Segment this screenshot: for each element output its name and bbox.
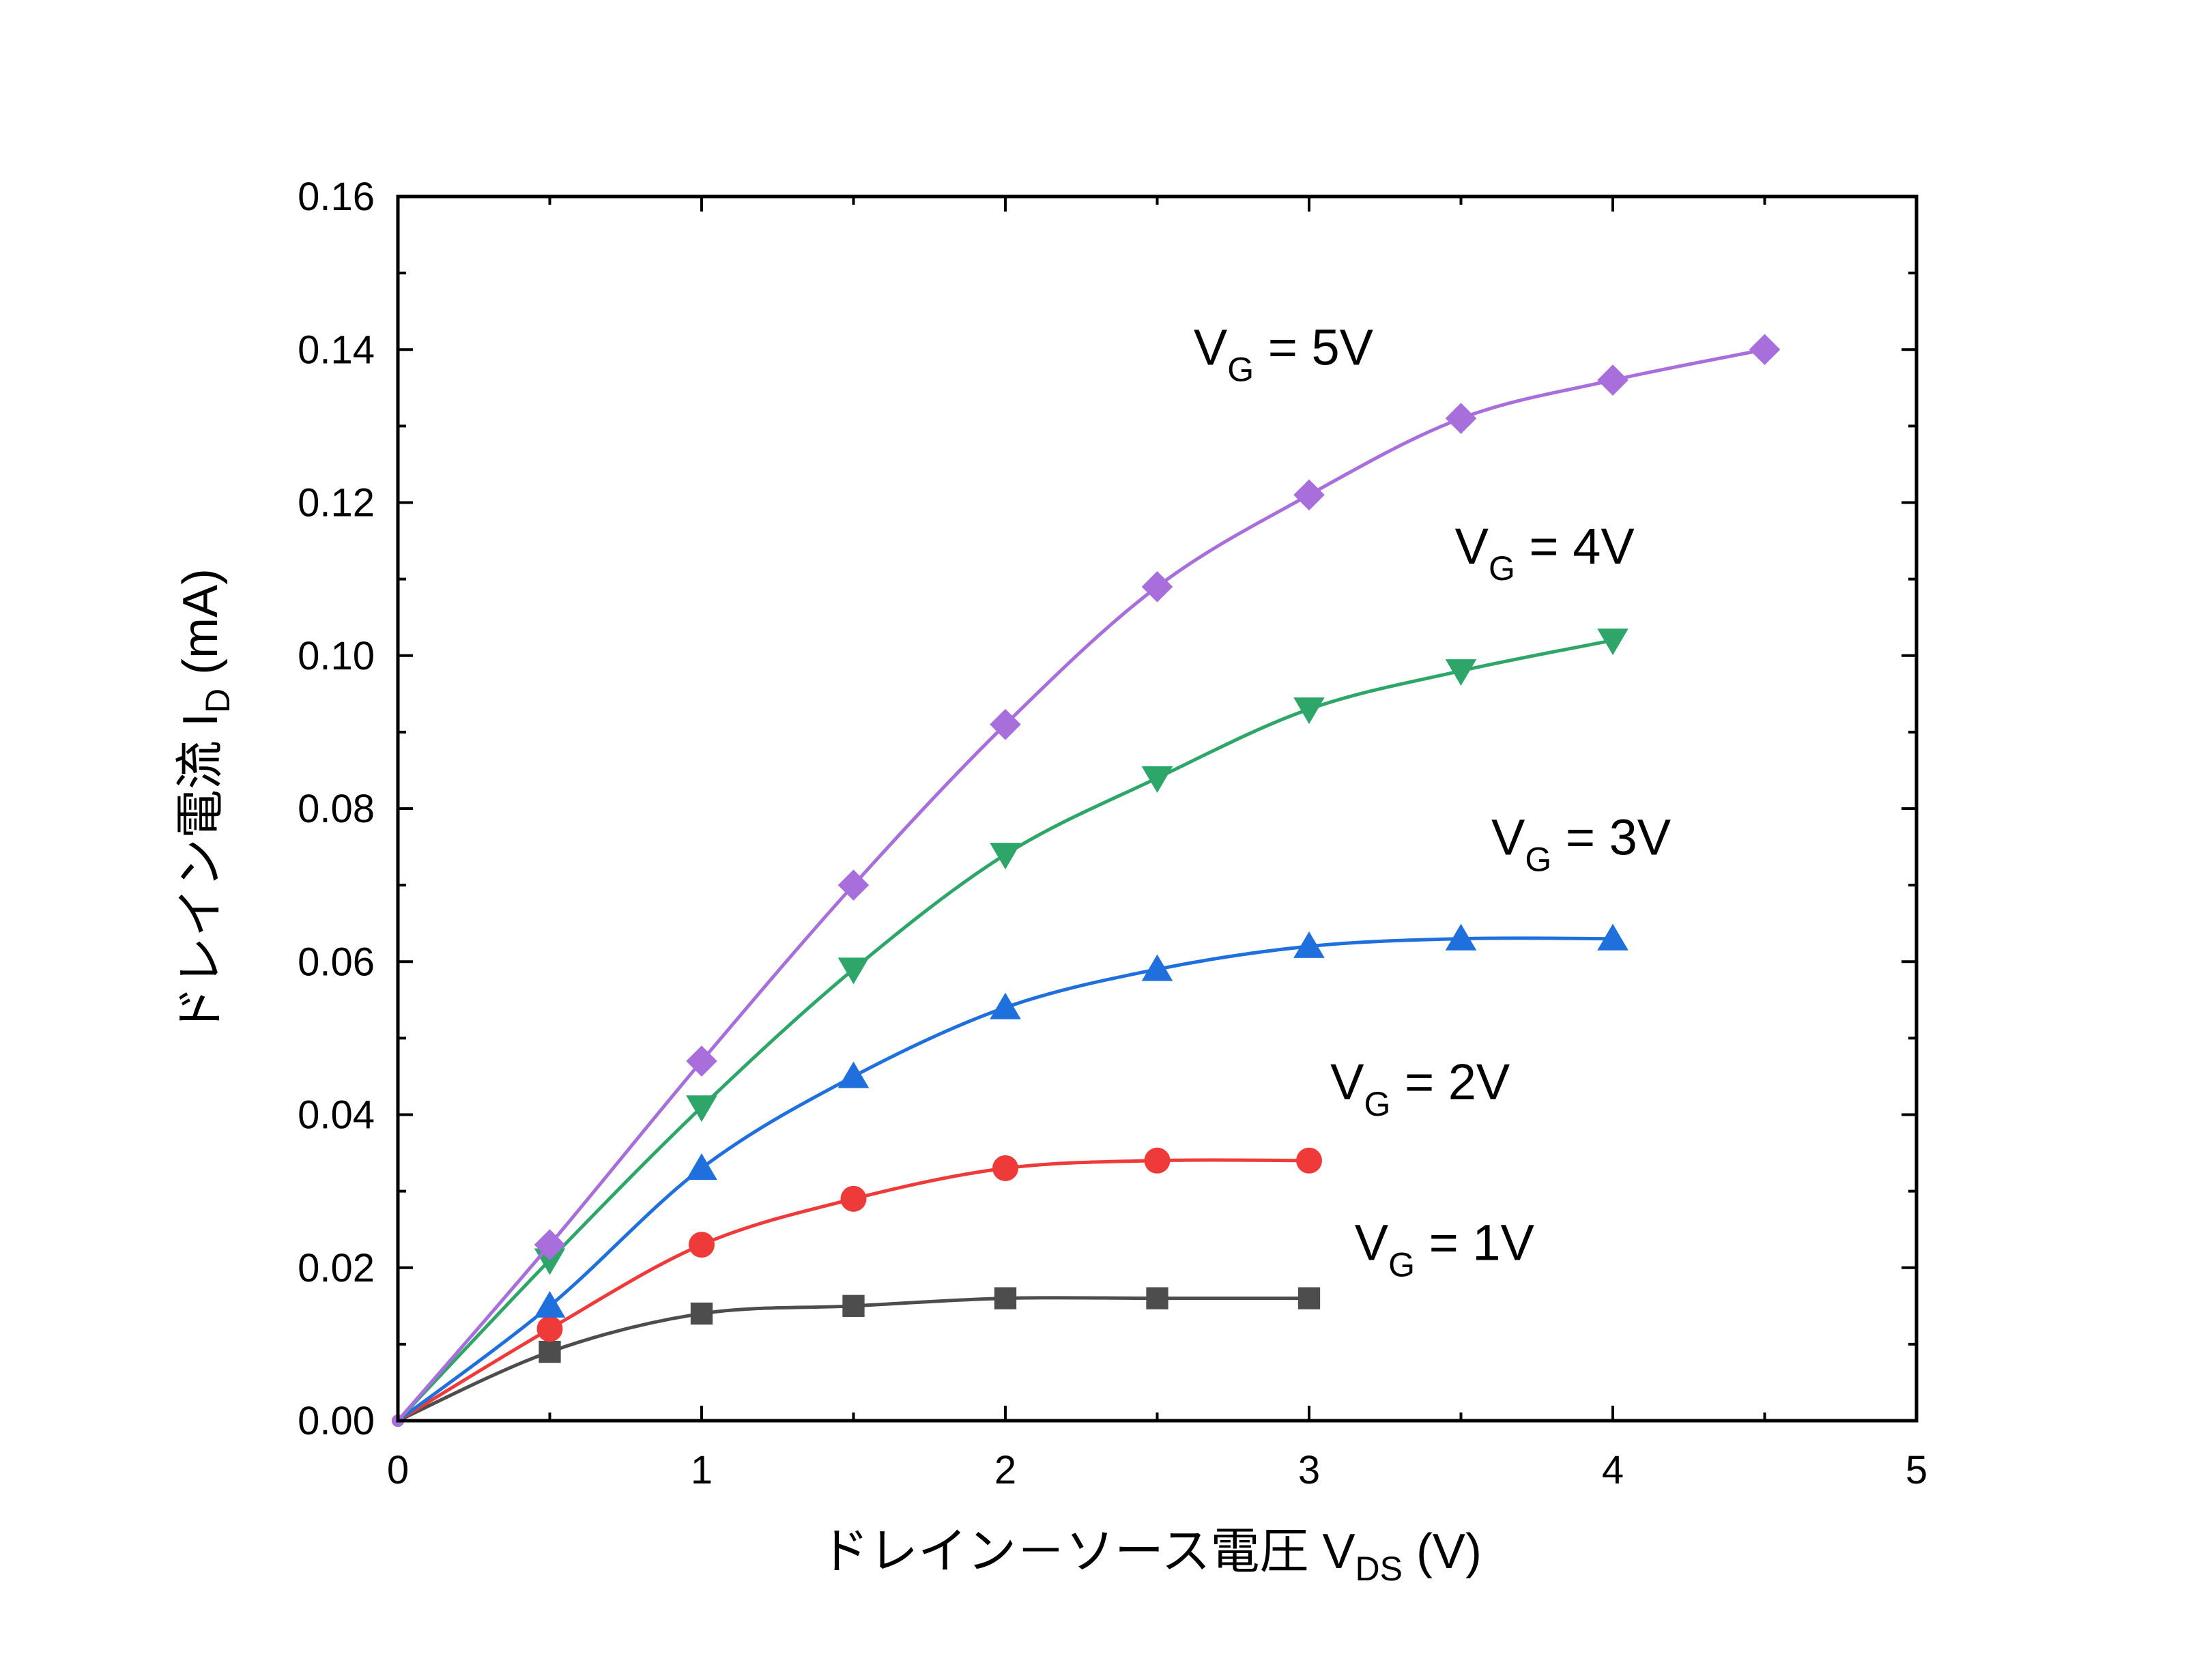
series-label-main: V [1330, 1054, 1364, 1110]
data-point [1597, 628, 1629, 656]
x-tick-label: 4 [1602, 1448, 1624, 1492]
y-tick-label: 0.10 [298, 634, 375, 678]
data-point [1141, 571, 1173, 603]
x-axis-title-sub: DS [1355, 1550, 1402, 1588]
data-point [837, 869, 870, 901]
series-4: VG = 4V [392, 518, 1635, 1427]
x-axis-title-unit: (V) [1403, 1524, 1482, 1579]
x-axis-title: ドレイン－ソース電圧 VDS (V) [820, 1524, 1482, 1588]
data-point [1445, 403, 1477, 434]
series-label-sub: G [1489, 549, 1515, 588]
x-tick-label: 3 [1298, 1448, 1320, 1492]
data-point [686, 1095, 717, 1123]
data-point [539, 1340, 561, 1363]
series-label-main: V [1491, 809, 1525, 865]
series-label: VG = 5V [1194, 319, 1374, 389]
data-point [1293, 931, 1325, 958]
data-point [686, 1153, 717, 1181]
y-tick-label: 0.04 [298, 1093, 375, 1138]
series-3: VG = 3V [392, 809, 1672, 1427]
series-label-value: = 2V [1390, 1054, 1510, 1110]
y-tick-label: 0.08 [298, 787, 375, 831]
y-tick-label: 0.00 [298, 1399, 375, 1443]
data-point [990, 992, 1021, 1019]
data-point [690, 1302, 713, 1325]
data-point [1293, 697, 1325, 725]
data-point [840, 1185, 867, 1212]
data-point [1597, 364, 1629, 396]
data-point [534, 1290, 566, 1318]
data-point [536, 1316, 563, 1342]
data-point [1749, 334, 1781, 366]
series-label: VG = 4V [1455, 518, 1635, 588]
axis-layer: 0 1 2 3 4 5 0.00 0.02 0.04 0.06 0.08 0.10 0.12 0.14 0.… [298, 175, 1927, 1492]
series-label-sub: G [1364, 1085, 1391, 1123]
y-axis-title-sub: D [199, 689, 237, 713]
data-point [1445, 923, 1477, 951]
x-axis-title-main: ドレイン－ソース電圧 V [820, 1524, 1355, 1579]
series-1: VG = 1V [392, 1215, 1535, 1427]
data-point [990, 708, 1021, 740]
series-label-main: V [1455, 518, 1489, 575]
series-label-sub: G [1388, 1246, 1415, 1284]
y-tick-label: 0.16 [298, 175, 375, 219]
data-point [1445, 659, 1477, 686]
data-point [1296, 1147, 1322, 1174]
data-point [994, 1287, 1017, 1309]
series-2: VG = 2V [392, 1054, 1510, 1427]
y-tick-label: 0.12 [298, 481, 375, 525]
series-label-main: V [1194, 319, 1228, 376]
y-axis-title: ドレイン電流 ID (mA) [173, 568, 237, 1035]
y-axis-title-main: ドレイン電流 I [173, 713, 228, 1035]
series-label-value: = 5V [1254, 319, 1373, 376]
series-line [397, 347, 1765, 1422]
series-label: VG = 1V [1355, 1215, 1535, 1284]
x-tick-label: 5 [1906, 1448, 1927, 1492]
data-point [1297, 1287, 1321, 1309]
data-point [534, 1229, 566, 1260]
y-tick-label: 0.02 [298, 1246, 375, 1290]
data-point [1597, 923, 1629, 951]
data-point [1293, 479, 1325, 511]
x-tick-label: 0 [387, 1448, 409, 1492]
data-point [842, 1294, 865, 1317]
series-line [397, 936, 1613, 1422]
x-tick-label: 1 [691, 1448, 713, 1492]
series-label: VG = 2V [1330, 1054, 1510, 1123]
data-point [689, 1232, 715, 1258]
series-label-value: = 3V [1551, 809, 1671, 865]
data-point [837, 1061, 870, 1088]
series-line [397, 638, 1613, 1422]
series-label-sub: G [1227, 351, 1254, 389]
series-label: VG = 3V [1491, 809, 1672, 878]
series-5: VG = 5V [392, 319, 1781, 1427]
y-axis-title-unit: (mA) [173, 568, 228, 689]
y-tick-label: 0.14 [298, 328, 375, 372]
data-point [992, 1155, 1018, 1181]
series-label-value: = 1V [1415, 1215, 1534, 1271]
data-point [990, 843, 1021, 870]
x-tick-label: 2 [994, 1448, 1016, 1492]
data-point [1146, 1287, 1168, 1309]
series-label-main: V [1355, 1215, 1389, 1271]
data-point [1141, 766, 1173, 793]
series-label-value: = 4V [1515, 518, 1635, 575]
series-label-sub: G [1525, 840, 1551, 878]
data-point [837, 957, 870, 985]
data-point [686, 1045, 717, 1077]
data-point [1141, 954, 1173, 981]
data-point [1144, 1147, 1171, 1174]
y-tick-label: 0.06 [298, 940, 375, 984]
